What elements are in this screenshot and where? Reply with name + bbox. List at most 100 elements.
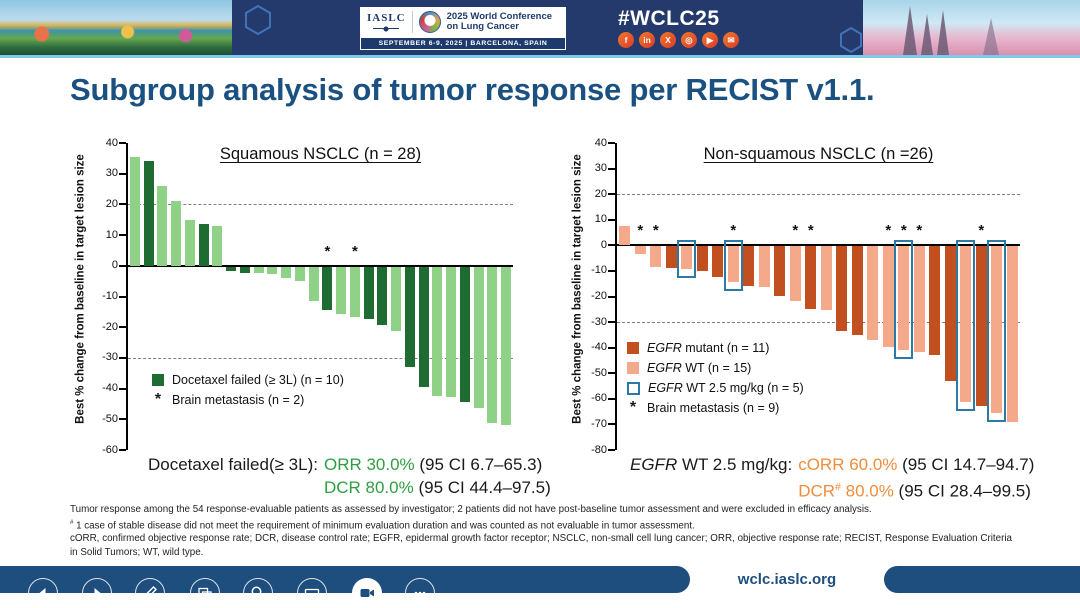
zoom-button[interactable] — [243, 578, 273, 608]
keyboard-button[interactable] — [297, 578, 327, 608]
brain-metastasis-star: * — [978, 222, 985, 240]
y-tick-mark — [119, 172, 126, 175]
slide-sorter-button[interactable] — [190, 578, 220, 608]
y-tick-label: 30 — [105, 167, 118, 180]
waterfall-bar — [157, 185, 168, 266]
brain-metastasis-star: * — [730, 222, 737, 240]
y-tick-label: -70 — [591, 417, 607, 430]
facebook-icon: f — [618, 32, 634, 48]
barcelona-park-photo — [0, 0, 232, 55]
chart-squamous: Squamous NSCLC (n = 28) Best % change fr… — [60, 135, 551, 505]
waterfall-bar — [758, 246, 770, 288]
egfr-wt-dose-outline — [894, 240, 914, 359]
y-tick-mark — [608, 167, 615, 170]
legend-label: Docetaxel failed (≥ 3L) (n = 10) — [172, 373, 344, 387]
y-tick-mark — [608, 423, 615, 426]
accent-divider — [0, 55, 1080, 58]
y-tick-mark — [119, 264, 126, 267]
waterfall-bar — [349, 266, 360, 318]
brain-metastasis-star: * — [885, 222, 892, 240]
stats-lines: cORR 60.0% (95 CI 14.7–94.7) DCR# 80.0% (… — [798, 453, 1034, 503]
page-title: Subgroup analysis of tumor response per … — [70, 72, 875, 107]
chart-legend: Docetaxel failed (≥ 3L) (n = 10) * Brain m… — [152, 373, 344, 413]
waterfall-bar — [184, 219, 195, 266]
y-tick-mark — [608, 346, 615, 349]
y-tick-mark — [119, 449, 126, 451]
pen-icon — [143, 586, 157, 600]
y-tick-mark — [119, 418, 126, 421]
color-swatch — [627, 362, 639, 374]
waterfall-bar — [805, 246, 817, 309]
y-tick-mark — [608, 244, 615, 247]
waterfall-bar — [143, 161, 154, 266]
waterfall-bar — [851, 246, 863, 335]
waterfall-bar — [882, 246, 894, 348]
x-twitter-icon: X — [660, 32, 676, 48]
previous-slide-button[interactable] — [28, 578, 58, 608]
chart-non-squamous: Non-squamous NSCLC (n =26) Best % change… — [555, 135, 1035, 505]
conference-name: 2025 World Conference on Lung Cancer — [446, 10, 553, 32]
outline-swatch — [627, 381, 640, 395]
egfr-wt-dose-outline — [987, 240, 1007, 422]
waterfall-bar — [991, 246, 1003, 413]
waterfall-bar — [198, 224, 209, 266]
y-tick-label: -60 — [591, 392, 607, 405]
y-tick-label: 30 — [594, 162, 607, 175]
waterfall-bar — [171, 201, 182, 266]
y-tick-label: 20 — [594, 187, 607, 200]
social-icons: f in X ◎ ▶ ✉ — [618, 32, 739, 48]
egfr-wt-dose-outline — [956, 240, 976, 412]
stats-line: cORR 60.0% (95 CI 14.7–94.7) — [798, 455, 1035, 474]
brain-metastasis-star: * — [900, 222, 907, 240]
waterfall-bar — [404, 266, 415, 367]
egfr-wt-dose-outline — [723, 240, 743, 292]
waterfall-bar — [975, 246, 987, 407]
zero-baseline — [128, 264, 513, 267]
y-tick-mark — [608, 218, 615, 221]
chart-title: Squamous NSCLC (n = 28) — [219, 145, 422, 163]
response-stats: EGFR WT 2.5 mg/kg: cORR 60.0% (95 CI 14.… — [630, 453, 1034, 503]
y-tick-label: -20 — [591, 290, 607, 302]
footnote-line: cORR, confirmed objective response rate;… — [70, 533, 1012, 558]
legend-item: * Brain metastasis (n = 2) — [152, 391, 344, 408]
stats-prefix: EGFR WT 2.5 mg/kg: — [630, 455, 793, 474]
legend-label: EGFR mutant (n = 11) — [647, 341, 770, 355]
star-swatch: * — [154, 391, 162, 408]
stats-prefix: Docetaxel failed(≥ 3L): — [148, 455, 318, 474]
y-tick-mark — [608, 142, 615, 144]
y-tick-mark — [608, 269, 615, 272]
brain-metastasis-star: * — [807, 222, 814, 240]
previous-icon — [39, 588, 46, 598]
youtube-icon: ▶ — [702, 32, 718, 48]
pen-tool-button[interactable] — [135, 578, 165, 608]
star-swatch: * — [629, 399, 637, 416]
plot-area: Best % change from baseline in target le… — [572, 137, 1020, 456]
footnotes: Tumor response among the 54 response-eva… — [70, 503, 1012, 559]
y-tick-mark — [119, 387, 126, 390]
threshold-line — [128, 204, 513, 206]
egfr-wt-dose-outline — [677, 240, 697, 279]
camera-button[interactable] — [352, 578, 382, 608]
y-tick-label: -10 — [102, 290, 118, 302]
y-tick-label: 20 — [105, 197, 118, 210]
y-tick-mark — [608, 295, 615, 298]
y-tick-mark — [608, 321, 615, 324]
y-tick-label: -50 — [102, 412, 118, 425]
conference-logo: IASLC 2025 World Conference on Lung Canc… — [360, 7, 566, 37]
waterfall-bar — [696, 246, 708, 271]
waterfall-bar — [681, 246, 693, 270]
next-slide-button[interactable] — [82, 578, 112, 608]
waterfall-bar — [501, 266, 512, 425]
waterfall-bar — [459, 266, 470, 402]
footer-bar-left — [0, 566, 690, 593]
magnifier-icon — [251, 586, 265, 600]
more-options-button[interactable] — [405, 578, 435, 608]
logo-divider — [411, 11, 413, 33]
hexagon-decoration-icon — [245, 4, 271, 36]
y-tick-label: 40 — [594, 136, 607, 149]
sagrada-familia-photo — [863, 0, 1080, 55]
stats-line: ORR 30.0% (95 CI 6.7–65.3) — [323, 455, 543, 474]
y-tick-label: 40 — [105, 136, 118, 149]
y-tick-label: -60 — [102, 443, 118, 456]
